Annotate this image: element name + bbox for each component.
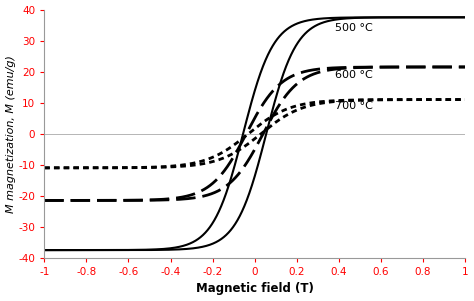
Text: 600 °C: 600 °C [335, 70, 373, 80]
Y-axis label: M magnetization, M (emu/g): M magnetization, M (emu/g) [6, 55, 16, 213]
X-axis label: Magnetic field (T): Magnetic field (T) [196, 282, 314, 296]
Text: 700 °C: 700 °C [335, 101, 373, 111]
Text: 500 °C: 500 °C [335, 23, 373, 33]
